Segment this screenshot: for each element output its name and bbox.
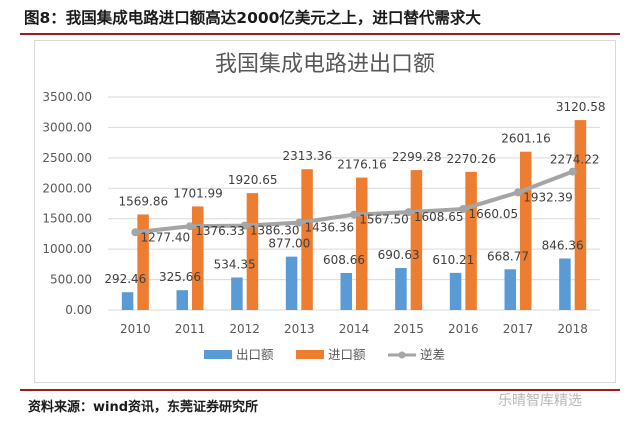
x-tick-label: 2010 [120,322,151,336]
bar-export [340,272,352,310]
deficit-point [459,204,468,213]
data-label-deficit: 1386.30 [250,224,300,238]
y-tick-label: 3000.00 [42,120,92,134]
deficit-point [131,228,140,237]
figure-title: 图8：我国集成电路进口额高达2000亿美元之上，进口替代需求大 [24,9,481,27]
bar-import [192,206,204,310]
legend-label-export: 出口额 [236,347,274,362]
bar-import [410,170,423,310]
data-label-import: 2176.16 [337,158,387,172]
data-label-deficit: 1608.65 [414,210,464,224]
bar-export [504,269,516,310]
data-label-import: 1701.99 [173,186,223,200]
data-label-deficit: 1660.05 [469,207,519,221]
x-tick-label: 2014 [339,322,370,336]
gridlines [108,96,600,311]
bar-import [574,120,587,310]
data-label-deficit: 1277.40 [141,230,191,244]
y-tick-label: 2500.00 [42,151,92,165]
deficit-point [568,167,577,176]
deficit-line [131,167,577,237]
data-label-export: 877.00 [268,237,310,251]
bar-import [520,151,532,310]
data-label-export: 292.46 [104,272,146,286]
y-tick-label: 1000.00 [42,242,92,256]
bottom-rule [20,389,620,391]
source-note: 资料来源：wind资讯，东莞证券研究所 [28,400,259,415]
bar-import [356,177,368,310]
deficit-point [350,210,358,219]
bar-export [285,256,298,310]
data-label-deficit: 2274.22 [550,153,600,167]
bar-export [121,292,134,310]
x-tick-label: 2018 [557,322,588,336]
bars [121,120,587,310]
legend-label-import: 进口额 [328,347,366,362]
y-tick-label: 3500.00 [42,90,92,104]
bar-export [231,277,243,310]
data-label-export: 610.21 [432,253,474,267]
x-tick-label: 2011 [175,322,206,336]
x-tick-label: 2013 [284,322,315,336]
top-rule [20,33,620,35]
x-tick-label: 2017 [503,322,534,336]
x-tick-label: 2012 [229,322,260,336]
legend-label-deficit: 逆差 [420,347,445,362]
data-label-export: 846.36 [542,238,584,252]
x-tick-label: 2015 [393,322,424,336]
bar-export [449,272,462,310]
data-labels: 292.46 1569.86 325.66 1701.99 534.35 1920.65 8… [104,100,605,286]
data-label-export: 608.66 [323,253,365,267]
data-label-import: 2299.28 [392,150,442,164]
data-label-export: 690.63 [378,248,420,262]
data-label-export: 534.35 [214,257,256,271]
data-label-import: 2270.26 [447,152,497,166]
deficit-point [295,218,304,227]
deficit-point [240,221,249,230]
bar-export [559,258,571,310]
data-label-import: 2313.36 [283,149,333,163]
bar-import [465,171,477,310]
bar-export [176,290,188,310]
data-label-import: 2601.16 [501,132,551,146]
y-tick-label: 0.00 [65,303,92,317]
data-label-deficit: 1376.33 [195,224,245,238]
deficit-point [404,208,413,217]
chart-frame [34,40,616,383]
data-label-import: 1569.86 [119,194,169,208]
deficit-point [186,222,194,231]
x-tick-label: 2016 [448,322,479,336]
data-label-deficit: 1567.50 [359,213,409,227]
legend-marker-deficit [398,351,406,359]
y-axis-ticks: 0.00 500.00 1000.00 1500.00 2000.00 2500.00 30… [42,90,92,317]
deficit-point [514,188,522,197]
data-label-export: 325.66 [159,270,201,284]
data-label-deficit: 1932.39 [523,190,573,204]
bar-import [137,214,149,310]
data-label-deficit: 1436.36 [305,221,355,235]
bar-export [395,267,407,310]
watermark: 乐晴智库精选 [498,393,582,409]
legend: 出口额 进口额 逆差 [204,347,445,362]
y-tick-label: 500.00 [50,273,92,287]
x-axis-ticks: 2010 2011 2012 2013 2014 2015 2016 2017 2018 [120,322,588,336]
legend-swatch-import [296,350,324,359]
y-tick-label: 1500.00 [42,212,92,226]
bar-import [246,193,259,310]
data-label-import: 3120.58 [556,100,606,114]
data-label-import: 1920.65 [228,173,278,187]
legend-swatch-export [204,350,232,359]
chart-title: 我国集成电路进出口额 [215,52,435,77]
y-tick-label: 2000.00 [42,181,92,195]
data-label-export: 668.77 [487,249,529,263]
bar-import [301,169,313,310]
